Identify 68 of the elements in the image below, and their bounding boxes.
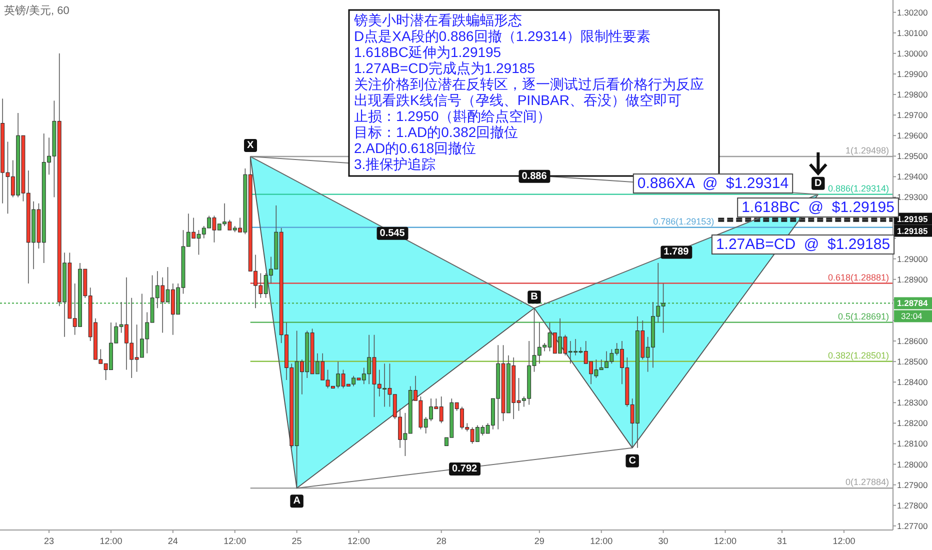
annotation: 止损：1.2950（斟酌给点空间） xyxy=(354,108,551,124)
ref-line-label: 0.382(1.28501) xyxy=(828,350,889,360)
x-tick-label: 12:00 xyxy=(100,536,122,546)
ref-line-label: 1.28784 xyxy=(897,298,928,308)
y-tick-label: 1.27900 xyxy=(897,480,928,490)
ref-line-label: 0.5(1.28691) xyxy=(838,311,889,322)
x-tick-label: 12:00 xyxy=(714,536,737,546)
annotation: D xyxy=(814,178,822,189)
y-tick-label: 1.29400 xyxy=(897,172,928,182)
x-tick-label: 12:00 xyxy=(832,536,856,546)
x-tick-label: 31 xyxy=(777,536,788,546)
annotation: 1.618BC @ $1.29195 xyxy=(742,199,894,216)
annotation: 2.AD的0.618回撤位 xyxy=(354,140,476,156)
ref-line-label: 0(1.27884) xyxy=(845,477,889,488)
annotation: 0.545 xyxy=(380,228,406,239)
text: 32:04 xyxy=(901,311,923,322)
annotation: C xyxy=(628,455,636,466)
y-tick-label: 1.28000 xyxy=(897,459,928,470)
y-tick-label: 1.29700 xyxy=(897,110,928,120)
annotation: B xyxy=(530,292,538,303)
ref-line-label: 1(1.29498) xyxy=(845,146,889,156)
annotation: 1.27AB=CD @ $1.29185 xyxy=(716,236,890,253)
chart-title: 英镑/美元, 60 xyxy=(4,4,70,17)
y-tick-label: 1.30000 xyxy=(897,48,928,58)
y-tick-label: 1.28200 xyxy=(897,418,928,428)
y-tick-label: 1.29600 xyxy=(897,130,928,141)
ref-line-label: 0.886(1.29314) xyxy=(828,183,889,194)
x-tick-label: 12:00 xyxy=(590,536,613,546)
ref-line-label: 1.29195 xyxy=(897,214,928,224)
annotation: A xyxy=(293,496,300,507)
y-tick-label: 1.30100 xyxy=(897,28,928,38)
annotation: 1.27AB=CD完成点为1.29185 xyxy=(354,60,536,76)
y-tick-label: 1.28900 xyxy=(897,274,928,284)
annotation: 镑美小时潜在看跌蝙蝠形态 xyxy=(353,12,522,28)
y-tick-label: 1.30200 xyxy=(897,7,928,18)
annotation: 目标：1.AD的0.382回撤位 xyxy=(354,124,518,140)
y-tick-label: 1.28500 xyxy=(897,356,928,367)
x-tick-label: 23 xyxy=(44,536,54,546)
x-tick-label: 24 xyxy=(168,536,178,546)
annotation: D点是XA段的0.886回撤（1.29314）限制性要素 xyxy=(354,28,650,44)
x-tick-label: 25 xyxy=(292,536,302,546)
annotation: 3.推保护追踪 xyxy=(354,156,436,172)
x-tick-label: 29 xyxy=(534,536,544,546)
x-tick-label: 28 xyxy=(436,536,446,546)
y-tick-label: 1.28300 xyxy=(897,398,928,408)
annotation: 关注价格到位潜在反转区，逐一测试过后看价格行为反应出现看跌K线信号（孕线、PINBAR、吞没）做空即可 xyxy=(354,76,704,108)
y-tick-label: 1.28100 xyxy=(897,438,928,449)
y-tick-label: 1.29500 xyxy=(897,151,928,162)
ref-line-label: 0.618(1.28881) xyxy=(828,272,889,282)
x-tick-label: 12:00 xyxy=(347,536,370,546)
annotation: 0.886XA @ $1.29314 xyxy=(637,175,789,192)
ref-line-label: 1.29185 xyxy=(897,226,928,236)
y-tick-label: 1.29000 xyxy=(897,254,928,264)
y-tick-label: 1.27800 xyxy=(897,500,928,510)
annotation: 1.618BC延伸为1.29195 xyxy=(354,44,502,60)
annotation: 0.886 xyxy=(522,170,548,182)
y-tick-label: 1.29800 xyxy=(897,89,928,100)
y-tick-label: 1.29900 xyxy=(897,68,928,79)
y-tick-label: 1.27700 xyxy=(897,520,928,531)
y-tick-label: 1.28600 xyxy=(897,336,928,346)
x-tick-label: 12:00 xyxy=(224,536,246,546)
annotation: 0.792 xyxy=(452,463,478,474)
y-tick-label: 1.29300 xyxy=(897,192,928,202)
annotation: X xyxy=(247,140,254,152)
y-tick-label: 1.28400 xyxy=(897,377,928,388)
ref-line-label: 0.786(1.29153) xyxy=(653,216,714,226)
x-tick-label: 30 xyxy=(658,536,668,546)
annotation: 1.789 xyxy=(664,246,690,258)
